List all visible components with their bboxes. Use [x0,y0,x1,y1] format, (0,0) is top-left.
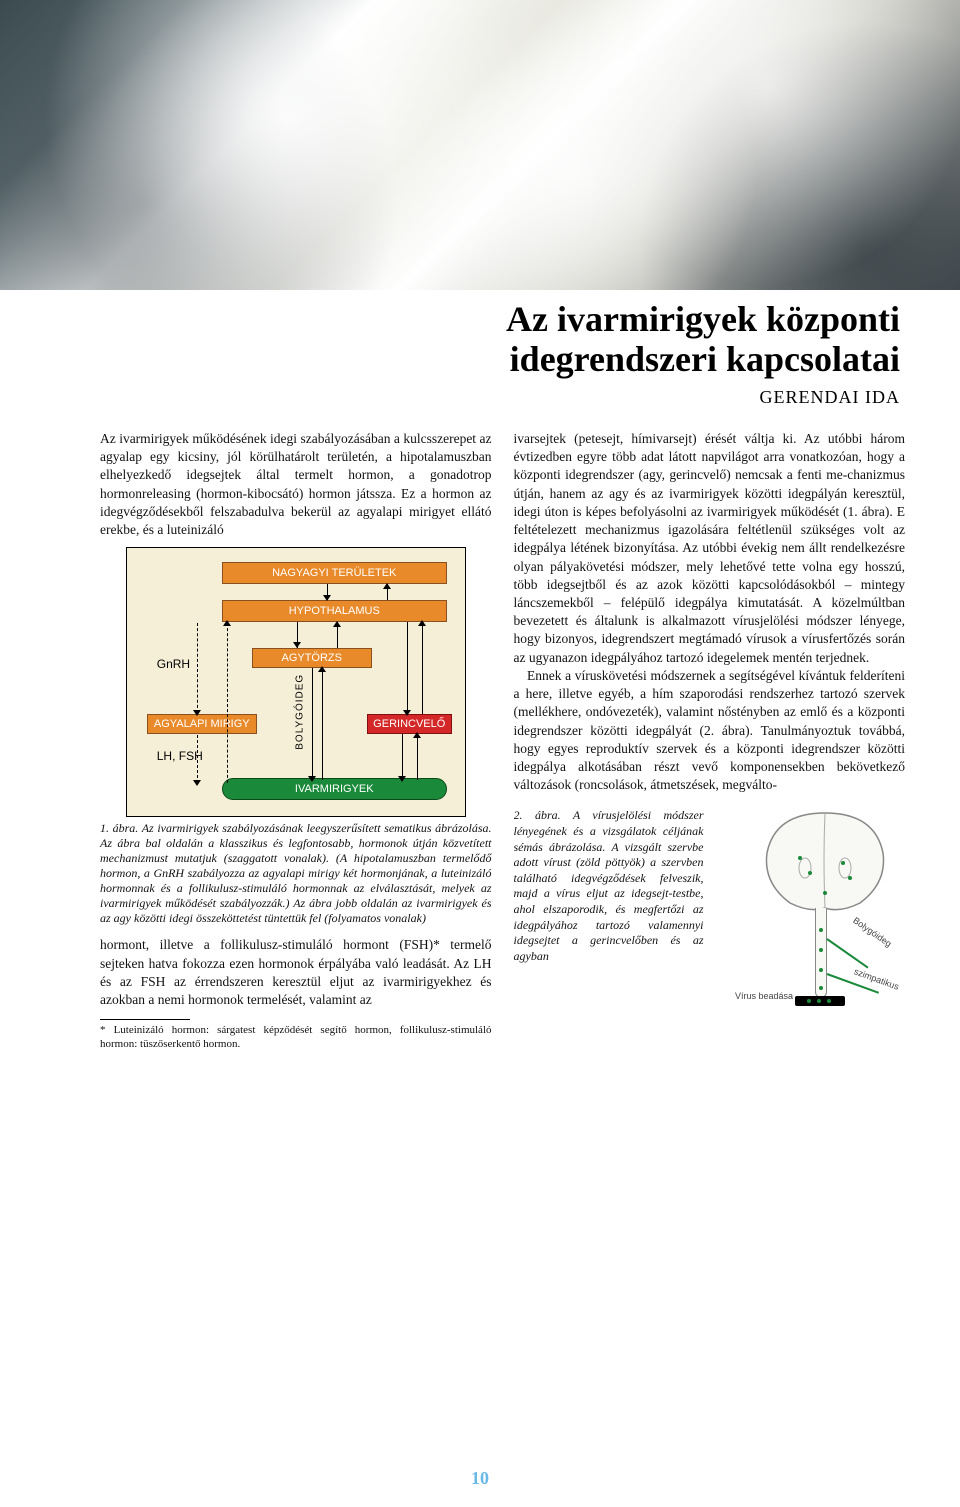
d1-arrow-nh-2 [383,583,391,589]
d1-dash-feedback [227,623,228,783]
spinal-cord-icon [815,908,827,998]
d1-line-hypo-ger-up [422,622,424,714]
d1-line-bolygo-up [322,668,324,780]
d1-agytorzs-box: AGYTÖRZS [252,648,372,668]
article-title: Az ivarmirigyek központi idegrendszeri k… [506,300,900,379]
footnote-rule [100,1019,190,1020]
title-block: Az ivarmirigyek központi idegrendszeri k… [506,300,900,408]
right-column: ivarsejtek (petesejt, hímivarsejt) érésé… [514,430,906,1052]
label-szimpatikus: szimpatikus [852,966,900,993]
d1-hypothalamus-box: HYPOTHALAMUS [222,600,447,622]
d1-arrow-ha-1 [293,642,301,648]
d1-nagyagyi-box: NAGYAGYI TERÜLETEK [222,562,447,584]
d1-arrow-ha-2 [333,621,341,627]
col2-paragraph-1: ivarsejtek (petesejt, hímivarsejt) érésé… [514,430,906,667]
d1-ivarmirigyek-box: IVARMIRIGYEK [222,778,447,800]
col1-paragraph-2: hormont, illetve a follikulusz-stimuláló… [100,936,492,1009]
figure-1: NAGYAGYI TERÜLETEK HYPOTHALAMUS AGYTÖRZS… [100,547,492,926]
d1-dash-gnrh [197,623,198,713]
d1-arrow-up-fb [223,620,231,626]
label-virus-beadasa: Vírus beadása [735,990,793,1002]
d1-arrow-bolygo-down [308,776,316,782]
diagram-1: NAGYAGYI TERÜLETEK HYPOTHALAMUS AGYTÖRZS… [126,547,466,817]
d1-arrow-hg-down [403,710,411,716]
d1-line-hypo-ger [407,622,409,714]
d1-arrow-down-2 [193,780,201,786]
left-column: Az ivarmirigyek működésének idegi szabál… [100,430,492,1052]
header-microscopy-image [0,0,960,290]
figure-2-caption: 2. ábra. A vírusjelölési módszer lényegé… [514,808,704,964]
author-name: GERENDAI IDA [506,387,900,408]
d1-line-ger-ivar [402,734,404,780]
diagram-2: Bolygóideg szimpatikus Vírus beadása [735,808,905,1008]
footnote-text: * Luteinizáló hormon: sárgatest képződés… [100,1024,492,1052]
d1-arrow-hg-up [418,620,426,626]
d1-arrow-bolygo-up [318,666,326,672]
page-number: 10 [471,1468,489,1489]
d1-agyalapi-box: AGYALAPI MIRIGY [147,714,257,734]
d1-dash-lhfsh [197,735,198,783]
figure-1-caption: 1. ábra. Az ivarmirigyek szabályozásának… [100,821,492,926]
d1-arrow-down-1 [193,710,201,716]
d1-line-ger-ivar-up [417,734,419,780]
nerve-bolygo [826,939,868,969]
d1-arrow-nh-1 [323,595,331,601]
title-line-1: Az ivarmirigyek központi [506,299,900,339]
col2-paragraph-2: Ennek a víruskövetési módszernek a segít… [514,667,906,795]
col1-paragraph-1: Az ivarmirigyek működésének idegi szabál… [100,430,492,539]
brain-outline-icon [755,808,895,918]
d1-gnrh-label: GnRH [157,656,190,672]
label-bolygoideg: Bolygóideg [851,915,894,950]
d1-gerincvelo-box: GERINCVELŐ [367,714,452,734]
d1-arrow-gi-down [398,776,406,782]
d1-arrow-gi-up [413,732,421,738]
title-line-2: idegrendszeri kapcsolatai [510,339,900,379]
content-columns: Az ivarmirigyek működésének idegi szabál… [100,430,905,1052]
d1-bolygoideg-label: BOLYGÓIDEG [293,674,307,750]
d1-line-bolygo [312,668,314,780]
figure-2: 2. ábra. A vírusjelölési módszer lényegé… [514,808,906,1008]
